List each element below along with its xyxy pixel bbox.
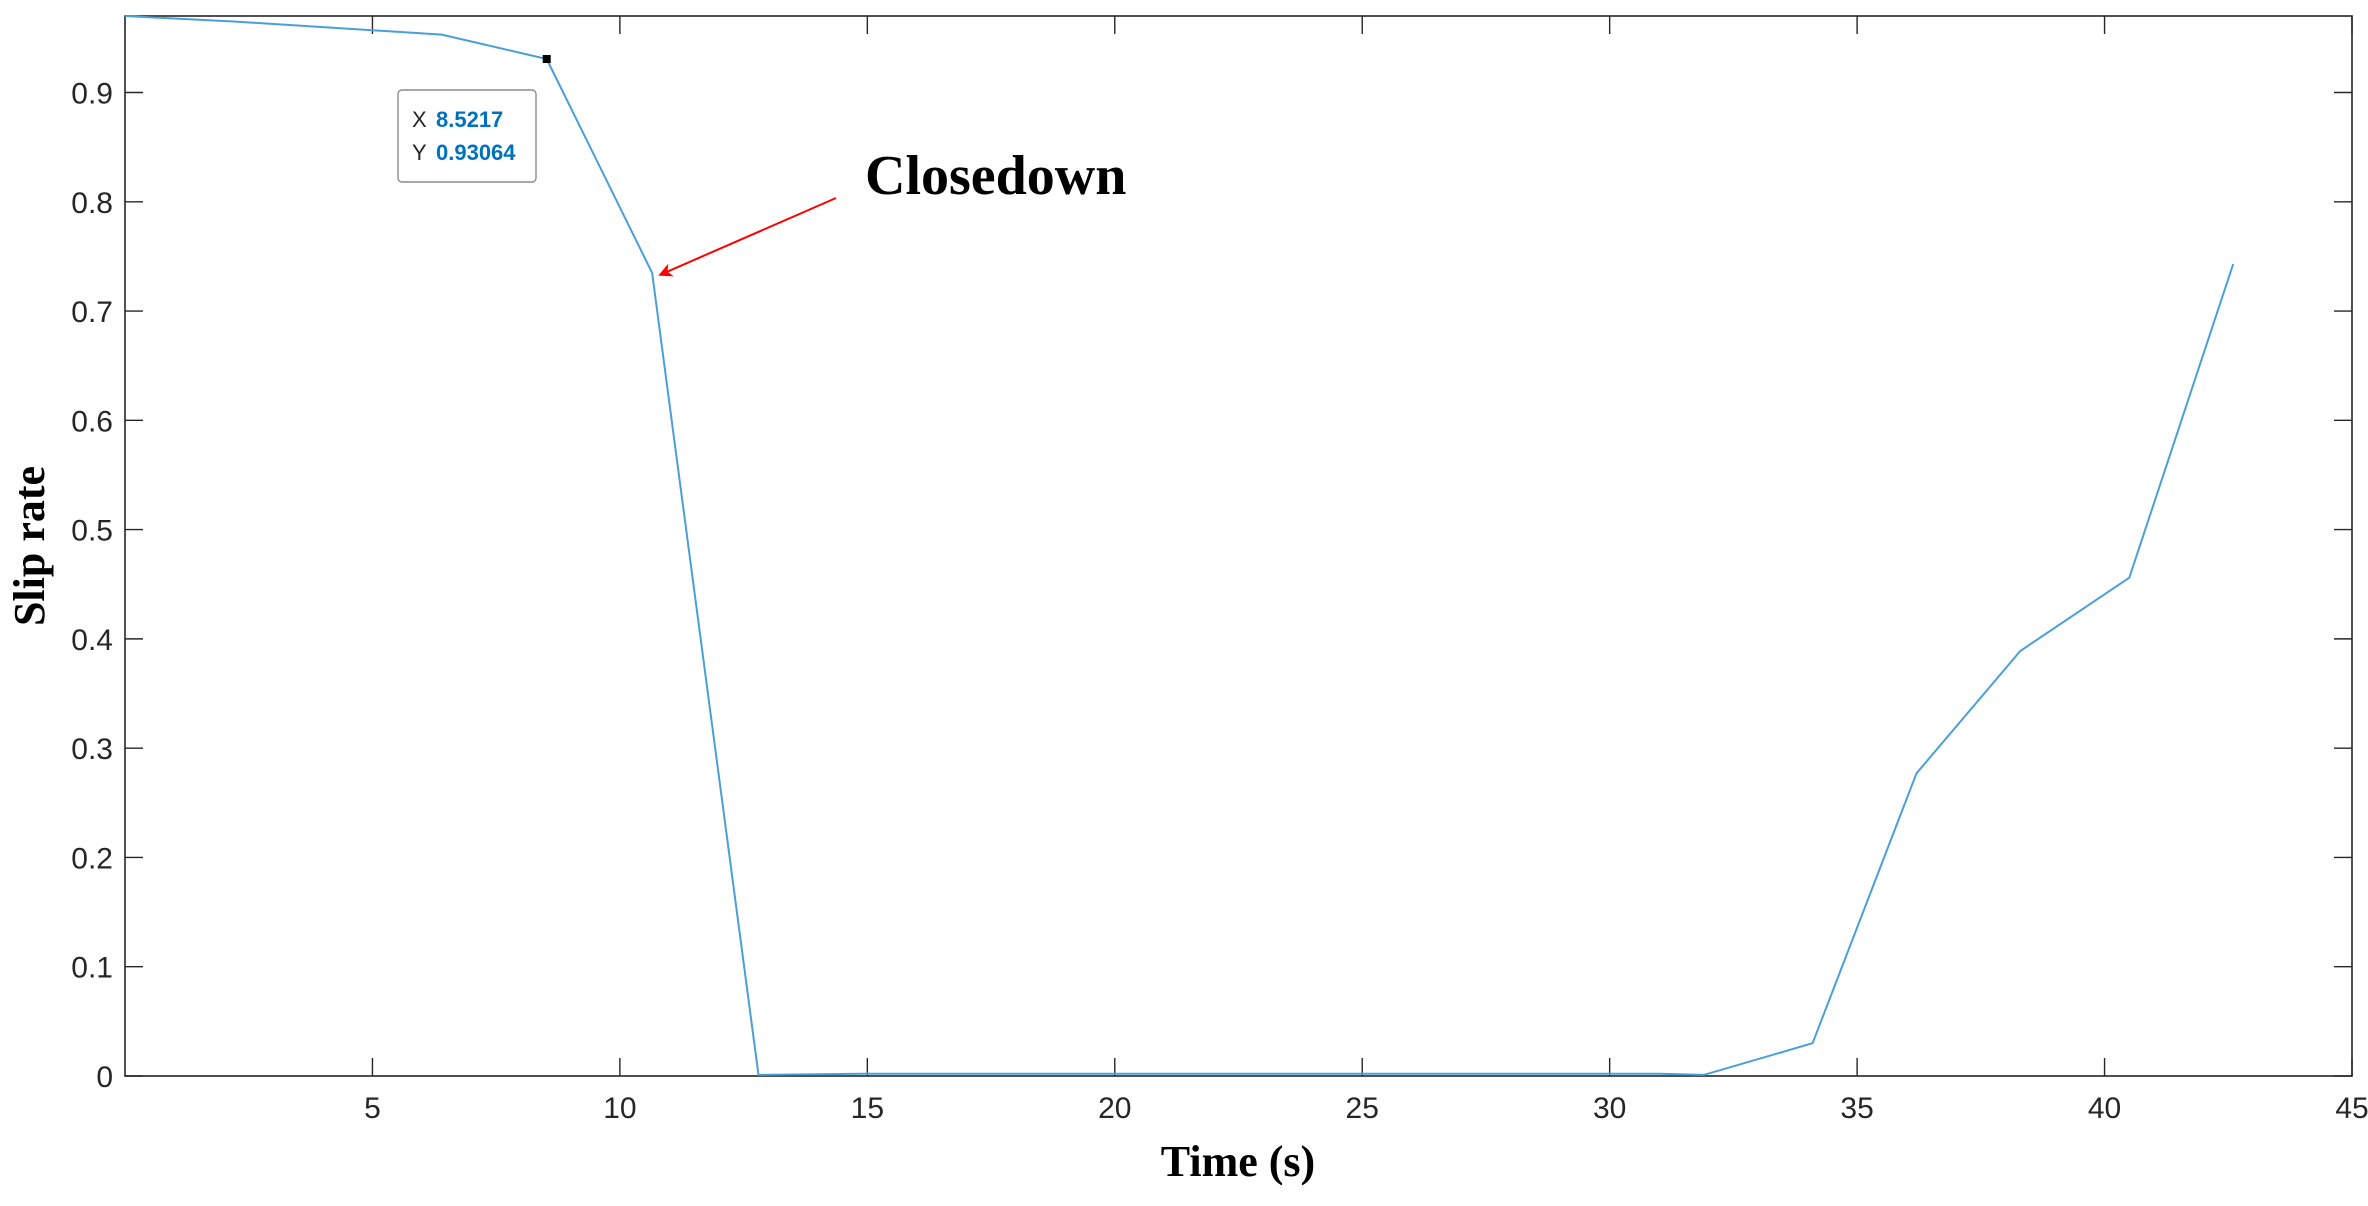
y-tick-label-5: 0.5 xyxy=(71,515,113,548)
x-tick-label-6: 35 xyxy=(1840,1092,1873,1125)
x-tick-label-4: 25 xyxy=(1346,1092,1379,1125)
y-tick-label-6: 0.6 xyxy=(71,405,113,438)
y-tick-labels: 0 0.1 0.2 0.3 0.4 0.5 0.6 0.7 0.8 0.9 xyxy=(71,77,113,1094)
y-ticks xyxy=(125,91,2352,1077)
x-tick-label-0: 5 xyxy=(364,1092,381,1125)
data-tip[interactable]: X 8.5217 Y 0.93064 xyxy=(397,55,551,183)
series-layer xyxy=(124,15,2235,1076)
data-tip-x-value: 8.5217 xyxy=(436,107,503,132)
x-tick-label-2: 15 xyxy=(851,1092,884,1125)
data-tip-y-value: 0.93064 xyxy=(436,140,516,165)
y-tick-label-8: 0.8 xyxy=(71,187,113,220)
x-tick-labels: 5 10 15 20 25 30 35 40 45 xyxy=(364,1092,2368,1125)
x-tick-label-3: 20 xyxy=(1098,1092,1131,1125)
y-tick-label-3: 0.3 xyxy=(71,733,113,766)
closedown-arrow xyxy=(658,197,837,277)
y-tick-label-2: 0.2 xyxy=(71,842,113,875)
data-tip-x-key: X xyxy=(412,107,427,132)
annotation-layer: Closedown xyxy=(658,145,1126,277)
y-tick-label-0: 0 xyxy=(96,1061,113,1094)
x-axis-title: Time (s) xyxy=(1161,1137,1315,1186)
y-tick-label-1: 0.1 xyxy=(71,952,113,985)
data-tip-box xyxy=(397,89,537,183)
data-tip-y-key: Y xyxy=(412,140,427,165)
data-tip-marker[interactable] xyxy=(542,55,551,64)
y-tick-label-7: 0.7 xyxy=(71,296,113,329)
y-tick-label-9: 0.9 xyxy=(71,77,113,110)
plot-area xyxy=(124,15,2353,1077)
closedown-label: Closedown xyxy=(865,145,1126,207)
x-tick-label-5: 30 xyxy=(1593,1092,1626,1125)
x-tick-label-8: 45 xyxy=(2335,1092,2368,1125)
y-axis-title: Slip rate xyxy=(5,466,54,626)
x-tick-label-7: 40 xyxy=(2088,1092,2121,1125)
x-tick-label-1: 10 xyxy=(603,1092,636,1125)
y-tick-label-4: 0.4 xyxy=(71,624,113,657)
